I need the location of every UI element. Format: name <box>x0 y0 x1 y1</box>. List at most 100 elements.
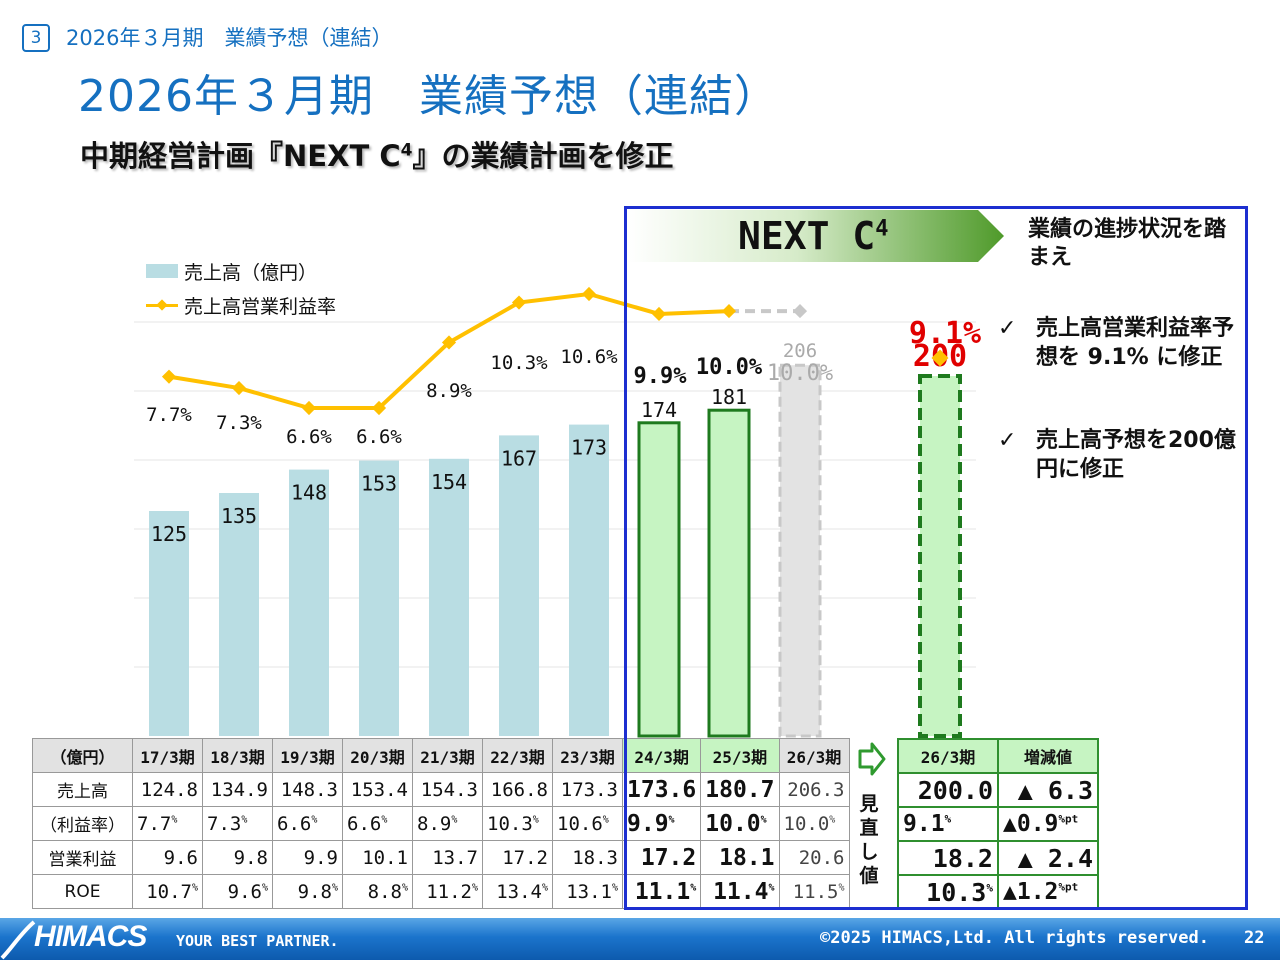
revised-column-header: 26/3期 <box>897 738 999 774</box>
cell-unit: % <box>401 882 408 894</box>
table-row: 200.0 ▲ 6.3 <box>897 772 1099 808</box>
company-tagline: YOUR BEST PARTNER. <box>176 932 339 950</box>
table-row: 9.1% ▲0.9%pt <box>897 806 1099 842</box>
cell-unit: % <box>261 882 268 894</box>
cell-unit: % <box>541 882 548 894</box>
legend-item-margin: 売上高営業利益率 <box>146 288 336 322</box>
footer-bar: HIMACS YOUR BEST PARTNER. ©2025 HIMACS,L… <box>0 918 1280 960</box>
bar-18/3期 <box>219 493 259 736</box>
cell-value: 9.6 <box>227 880 262 903</box>
margin-label: 8.9% <box>426 380 472 402</box>
table-cell: 6.6% <box>272 806 343 841</box>
cell-value: 9.1 <box>903 811 945 837</box>
copyright: ©2025 HIMACS,Ltd. All rights reserved. <box>820 928 1209 948</box>
company-logo: HIMACS <box>34 920 147 953</box>
cell-value: 7.3 <box>207 812 242 835</box>
revised-value: 9.1% <box>897 806 999 842</box>
table-cell: 18.3 <box>552 840 623 875</box>
subtitle-text-post: 』の業績計画を修正 <box>412 139 674 173</box>
bar-label: 125 <box>151 522 187 546</box>
bar-label: 154 <box>431 470 467 494</box>
cell-unit: % <box>690 881 697 893</box>
page-title: 2026年３月期 業績予想（連結） <box>78 71 779 122</box>
table-cell: 8.8% <box>342 874 413 909</box>
bar-label: 181 <box>711 385 747 409</box>
cell-value: 8.9 <box>417 812 452 835</box>
table-cell: 10.0% <box>778 806 850 841</box>
row-label: ROE <box>32 874 133 909</box>
cell-value: 6.6 <box>277 812 312 835</box>
table-cell: 206.3 <box>778 772 850 807</box>
cell-unit: % <box>944 812 952 826</box>
table-cell: 10.6% <box>552 806 623 841</box>
table-cell: 11.4% <box>700 874 780 909</box>
cell-unit: % <box>381 814 388 826</box>
bar-label: 174 <box>641 398 677 422</box>
change-value: ▲ 6.3 <box>997 772 1099 808</box>
cell-value: 11.2 <box>426 880 472 903</box>
revised-header-row: 26/3期 増減値 <box>897 738 1099 774</box>
legend-bar-swatch <box>146 264 178 278</box>
cell-unit: % <box>829 814 836 826</box>
table-row: 売上高 124.8 134.9 148.3 153.4 154.3 166.8 … <box>32 772 850 807</box>
note-margin-revision: ✓ 売上高営業利益率予想を 9.1% に修正 <box>998 314 1248 372</box>
column-header: 23/3期 <box>552 738 623 773</box>
margin-label: 7.7% <box>146 404 192 426</box>
logo-swoosh-icon <box>0 920 36 960</box>
chart-legend: 売上高（億円） 売上高営業利益率 <box>146 254 336 322</box>
table-cell: 173.6 <box>621 772 702 807</box>
bar-label: 206 <box>783 340 817 362</box>
bar-23/3期 <box>569 424 609 736</box>
margin-point-revised <box>931 349 949 367</box>
check-icon: ✓ <box>998 316 1017 341</box>
cell-value: 13.4 <box>496 880 542 903</box>
column-header: 19/3期 <box>272 738 343 773</box>
margin-point <box>301 400 317 416</box>
results-table: （億円） 17/3期 18/3期 19/3期 20/3期 21/3期 22/3期… <box>32 738 850 909</box>
cell-value: 11.5 <box>792 880 839 903</box>
cell-value: 18.2 <box>932 843 993 873</box>
bar-label: 153 <box>361 472 397 496</box>
cell-value: 10.0 <box>705 810 761 837</box>
cell-value: 11.4 <box>713 878 769 905</box>
column-header: 18/3期 <box>202 738 273 773</box>
page-subtitle: 中期経営計画『NEXT C4』の業績計画を修正 <box>80 133 673 175</box>
table-corner: （億円） <box>32 738 133 773</box>
table-cell: 154.3 <box>412 772 483 807</box>
table-cell: 7.3% <box>202 806 273 841</box>
row-label: 売上高 <box>32 772 133 807</box>
margin-label: 7.3% <box>216 412 262 434</box>
table-cell: 9.6% <box>202 874 273 909</box>
next-c4-banner <box>628 210 1004 262</box>
margin-point <box>511 295 527 310</box>
revised-table: 26/3期 増減値 200.0 ▲ 6.3 9.1% ▲0.9%pt 18.2 … <box>897 738 1099 910</box>
cell-value: 8.8 <box>367 880 402 903</box>
page-number: 22 <box>1244 928 1265 948</box>
table-header-row: （億円） 17/3期 18/3期 19/3期 20/3期 21/3期 22/3期… <box>32 738 850 773</box>
table-cell: 11.1% <box>621 874 702 909</box>
cell-value: ▲ 6.3 <box>1017 775 1093 805</box>
table-cell: 148.3 <box>272 772 343 807</box>
table-cell: 124.8 <box>132 772 203 807</box>
table-row: 18.2 ▲ 2.4 <box>897 840 1099 876</box>
cell-value: 10.6 <box>557 812 603 835</box>
column-header: 24/3期 <box>621 738 702 773</box>
table-row: 営業利益 9.6 9.8 9.9 10.1 13.7 17.2 18.3 17.… <box>32 840 850 875</box>
bar-label: 148 <box>291 481 327 505</box>
bar-24/3期 <box>637 421 681 738</box>
revised-value: 10.3% <box>897 874 999 910</box>
table-cell: 17.2 <box>482 840 553 875</box>
table-cell: 20.6 <box>778 840 850 875</box>
cell-unit: % <box>986 881 993 895</box>
legend-bar-label: 売上高（億円） <box>184 261 318 284</box>
table-cell: 9.9% <box>621 806 702 841</box>
cell-value: ▲0.9 <box>1003 811 1059 837</box>
table-row: （利益率） 7.7% 7.3% 6.6% 6.6% 8.9% 10.3% 10.… <box>32 806 850 841</box>
cell-unit: % <box>668 813 675 825</box>
row-label: 営業利益 <box>32 840 133 875</box>
margin-label: 10.0% <box>767 361 833 386</box>
subtitle-text-pre: 中期経営計画『NEXT C <box>80 139 401 173</box>
cell-unit: % <box>611 882 618 894</box>
cell-unit: % <box>602 814 609 826</box>
